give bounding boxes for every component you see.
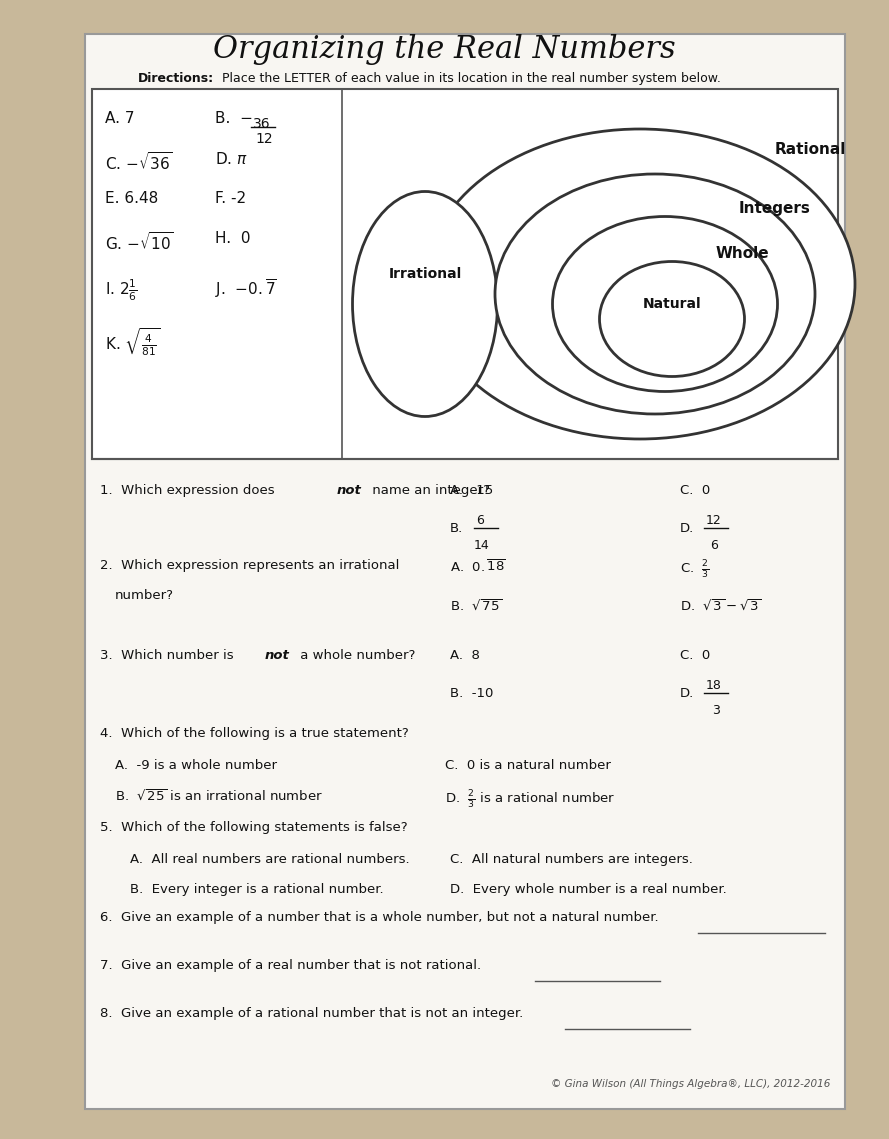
Text: D.: D.	[680, 522, 694, 535]
Text: Rational: Rational	[774, 141, 845, 156]
Ellipse shape	[425, 129, 855, 439]
Text: 7.  Give an example of a real number that is not rational.: 7. Give an example of a real number that…	[100, 959, 481, 972]
Text: 18: 18	[706, 679, 722, 693]
Text: Natural: Natural	[643, 297, 701, 311]
Text: E. 6.48: E. 6.48	[105, 191, 158, 206]
Text: B.  Every integer is a rational number.: B. Every integer is a rational number.	[130, 883, 384, 896]
Text: 6: 6	[710, 539, 718, 552]
Text: 14: 14	[474, 539, 490, 552]
Text: G. $-\sqrt{10}$: G. $-\sqrt{10}$	[105, 231, 174, 253]
Text: name an integer?: name an integer?	[368, 484, 490, 497]
Text: 1.  Which expression does: 1. Which expression does	[100, 484, 279, 497]
Text: D.  $\sqrt{3}-\sqrt{3}$: D. $\sqrt{3}-\sqrt{3}$	[680, 599, 762, 614]
Text: 12: 12	[706, 514, 722, 527]
Text: Irrational: Irrational	[388, 267, 461, 281]
Text: D.: D.	[680, 687, 694, 700]
Text: Place the LETTER of each value in its location in the real number system below.: Place the LETTER of each value in its lo…	[218, 72, 721, 85]
Text: 12: 12	[255, 132, 273, 146]
Text: H.  0: H. 0	[215, 231, 251, 246]
Text: B.  $\sqrt{25}$ is an irrational number: B. $\sqrt{25}$ is an irrational number	[115, 789, 323, 804]
Text: 6.  Give an example of a number that is a whole number, but not a natural number: 6. Give an example of a number that is a…	[100, 911, 659, 924]
Text: © Gina Wilson (All Things Algebra®, LLC), 2012-2016: © Gina Wilson (All Things Algebra®, LLC)…	[550, 1079, 830, 1089]
Text: 3.  Which number is: 3. Which number is	[100, 649, 238, 662]
Text: I. $2\frac{1}{6}$: I. $2\frac{1}{6}$	[105, 277, 138, 303]
Text: A.  8: A. 8	[450, 649, 480, 662]
Text: Integers: Integers	[739, 202, 811, 216]
Text: 36: 36	[253, 117, 270, 131]
Ellipse shape	[353, 191, 498, 417]
Text: 4.  Which of the following is a true statement?: 4. Which of the following is a true stat…	[100, 727, 409, 740]
Text: number?: number?	[115, 589, 174, 603]
Text: C.  0: C. 0	[680, 649, 710, 662]
Text: J.  $-0.\overline{7}$: J. $-0.\overline{7}$	[215, 277, 276, 300]
Text: D.  Every whole number is a real number.: D. Every whole number is a real number.	[450, 883, 726, 896]
Text: A.  $0.\overline{18}$: A. $0.\overline{18}$	[450, 559, 506, 575]
Text: B.  -10: B. -10	[450, 687, 493, 700]
Text: A.  -9 is a whole number: A. -9 is a whole number	[115, 759, 277, 772]
Ellipse shape	[552, 216, 778, 392]
Text: K. $\sqrt{\frac{4}{81}}$: K. $\sqrt{\frac{4}{81}}$	[105, 327, 161, 358]
Text: Whole: Whole	[715, 246, 769, 262]
Text: C. $-\sqrt{36}$: C. $-\sqrt{36}$	[105, 151, 172, 173]
Text: F. -2: F. -2	[215, 191, 246, 206]
Text: A.  -15: A. -15	[450, 484, 493, 497]
Text: C.  $\frac{2}{3}$: C. $\frac{2}{3}$	[680, 559, 709, 581]
Text: B.  −: B. −	[215, 110, 252, 126]
Text: 8.  Give an example of a rational number that is not an integer.: 8. Give an example of a rational number …	[100, 1007, 524, 1021]
Text: not: not	[265, 649, 290, 662]
Text: C.  0 is a natural number: C. 0 is a natural number	[445, 759, 611, 772]
Text: Organizing the Real Numbers: Organizing the Real Numbers	[212, 34, 676, 65]
Text: 6: 6	[476, 514, 484, 527]
Bar	[85, 34, 845, 1109]
Ellipse shape	[495, 174, 815, 413]
Text: D. $\pi$: D. $\pi$	[215, 151, 248, 167]
Text: 3: 3	[712, 704, 720, 716]
Ellipse shape	[599, 262, 744, 377]
Text: a whole number?: a whole number?	[296, 649, 415, 662]
Text: B.: B.	[450, 522, 463, 535]
Text: A.  All real numbers are rational numbers.: A. All real numbers are rational numbers…	[130, 853, 410, 866]
Text: A. 7: A. 7	[105, 110, 134, 126]
Text: Directions:: Directions:	[138, 72, 214, 85]
Text: 2.  Which expression represents an irrational: 2. Which expression represents an irrati…	[100, 559, 399, 572]
Text: C.  All natural numbers are integers.: C. All natural numbers are integers.	[450, 853, 693, 866]
Text: 5.  Which of the following statements is false?: 5. Which of the following statements is …	[100, 821, 408, 834]
Text: D.  $\frac{2}{3}$ is a rational number: D. $\frac{2}{3}$ is a rational number	[445, 789, 615, 811]
Text: C.  0: C. 0	[680, 484, 710, 497]
Bar	[92, 89, 838, 459]
Text: not: not	[337, 484, 362, 497]
Text: B.  $\sqrt{75}$: B. $\sqrt{75}$	[450, 599, 502, 614]
